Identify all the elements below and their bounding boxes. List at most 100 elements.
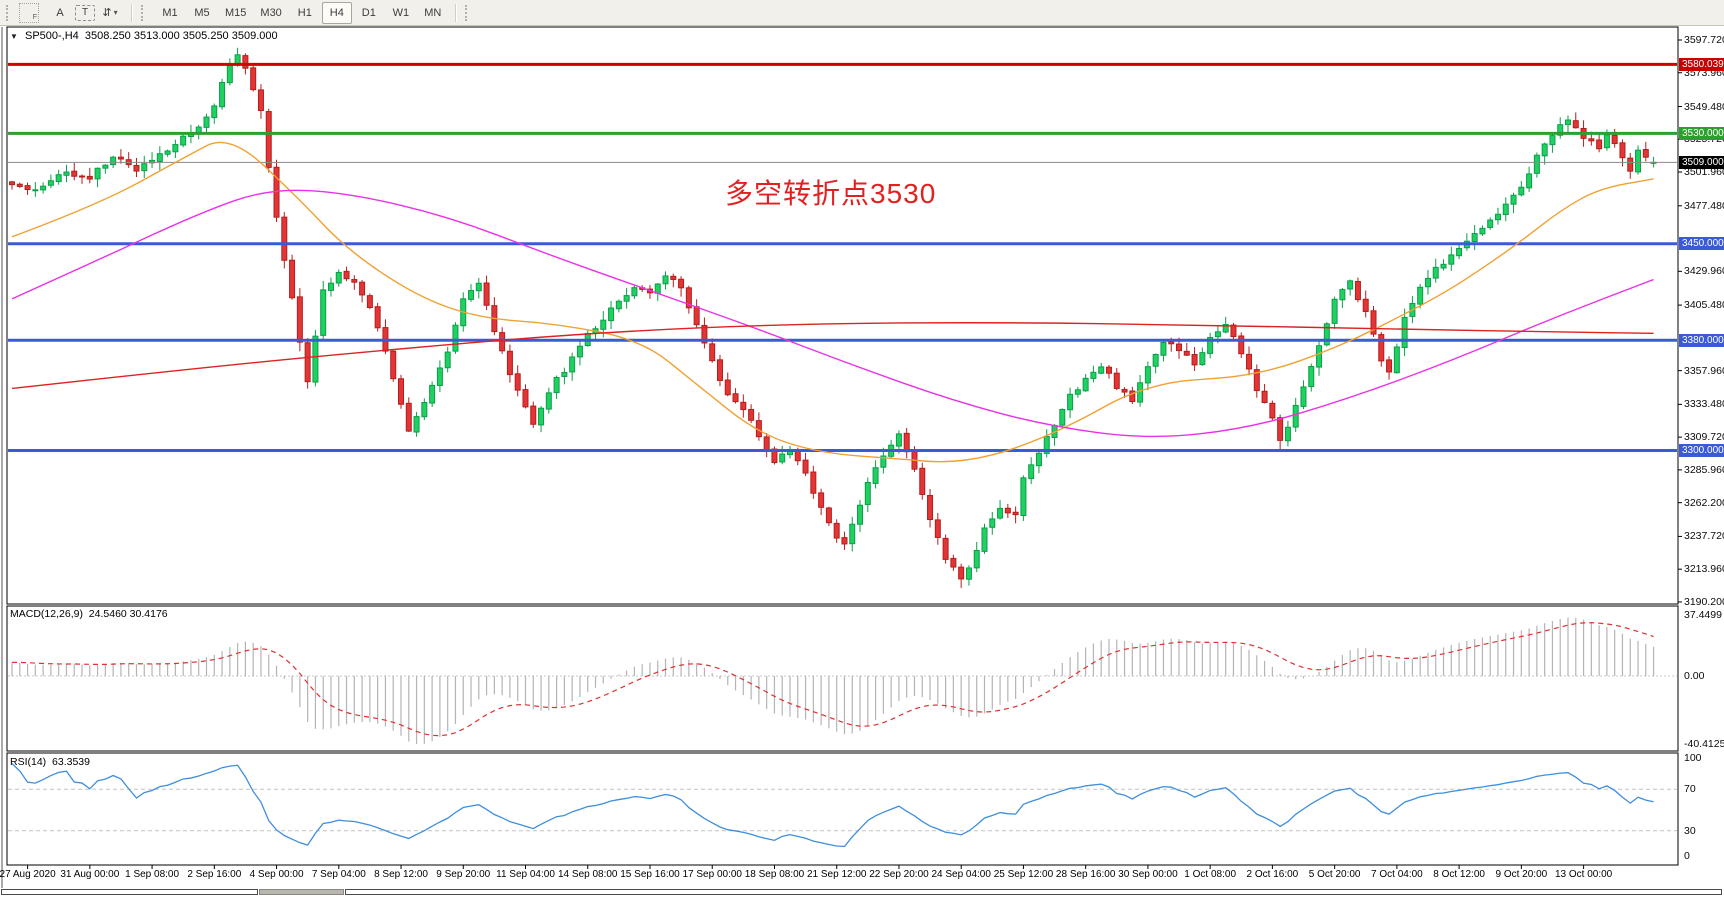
price-tick-label: 3405.480: [1684, 299, 1724, 312]
timeframe-button-M1[interactable]: M1: [162, 6, 178, 19]
macd-pane-label: MACD(12,26,9) 24.5460 30.4176: [10, 608, 168, 620]
dotted-grid-icon[interactable]: F: [19, 2, 39, 23]
macd-signal-line: [11, 622, 1654, 737]
timeframe-button-M30[interactable]: M30: [260, 6, 282, 19]
macd-axis-label: 0.00: [1684, 670, 1705, 682]
macd-axis-label: -40.4125: [1684, 738, 1724, 750]
time-label: 14 Sep 08:00: [558, 869, 618, 880]
time-label: 11 Sep 04:00: [496, 869, 555, 880]
time-label: 13 Oct 00:00: [1554, 869, 1613, 880]
arrows-tool-button[interactable]: ⇵ ▾: [95, 2, 125, 24]
timeframe-button-D1[interactable]: D1: [361, 6, 376, 19]
price-tick-label: 3333.480: [1684, 398, 1724, 411]
time-label: 9 Oct 20:00: [1495, 869, 1548, 880]
chart-collapse-icon[interactable]: ▼: [10, 32, 18, 41]
main-pane-border: [6, 26, 1679, 605]
rsi-axis-label: 0: [1684, 850, 1690, 862]
time-label: 15 Sep 16:00: [620, 869, 680, 880]
rsi-axis-label: 30: [1684, 825, 1696, 837]
time-label: 1 Oct 08:00: [1184, 869, 1237, 880]
macd-indicator-name: MACD(12,26,9): [10, 608, 83, 620]
toolbar: F A T ⇵ ▾ M1 M5 M15 M30 H1 H4 D1 W1 MN: [0, 0, 1724, 26]
price-badge-3580.039: 3580.039: [1679, 57, 1724, 71]
toolbar-grip[interactable]: [6, 4, 14, 21]
price-tick-label: 3190.200: [1684, 595, 1724, 608]
time-label: 7 Sep 04:00: [311, 869, 366, 880]
price-tick-label: 3213.960: [1684, 563, 1724, 576]
rsi-axis-label: 100: [1684, 752, 1702, 764]
time-label: 8 Sep 12:00: [374, 869, 428, 880]
timeframe-buttons: M1 M5 M15 M30 H1 H4 D1 W1 MN: [154, 1, 449, 24]
chart-title: ▼ SP500-,H4 3508.250 3513.000 3505.250 3…: [10, 30, 278, 42]
time-label: 7 Oct 04:00: [1371, 869, 1423, 880]
time-label: 24 Sep 04:00: [931, 869, 991, 880]
time-label: 4 Sep 00:00: [249, 869, 304, 880]
price-tick-label: 3597.720: [1684, 34, 1724, 46]
price-tick-label: 3237.720: [1684, 530, 1724, 543]
time-label: 25 Sep 12:00: [993, 869, 1054, 880]
price-badge-3300.000: 3300.000: [1679, 444, 1724, 458]
timeframe-button-MN[interactable]: MN: [424, 6, 442, 19]
price-tick-label: 3429.960: [1684, 265, 1724, 278]
ma-fast-orange: [11, 141, 1654, 463]
time-label: 31 Aug 00:00: [60, 869, 120, 880]
rsi-pane-border: [6, 752, 1679, 866]
timeframe-button-M15[interactable]: M15: [225, 6, 247, 19]
rsi-indicator-value: 63.3539: [52, 756, 90, 768]
time-label: 8 Oct 12:00: [1433, 869, 1485, 880]
scrollbar-track-right[interactable]: [345, 889, 1722, 895]
time-label: 1 Sep 08:00: [125, 869, 180, 880]
price-tick-label: 3549.480: [1684, 100, 1724, 113]
time-label: 17 Sep 00:00: [682, 869, 742, 880]
macd-axis-label: 37.4499: [1684, 609, 1722, 621]
rsi-pane-label: RSI(14) 63.3539: [10, 756, 90, 768]
chevron-down-icon[interactable]: ▾: [113, 8, 118, 17]
timeframe-button-W1[interactable]: W1: [392, 6, 410, 19]
time-label: 28 Sep 16:00: [1055, 869, 1116, 880]
candlesticks: [9, 47, 1657, 588]
font-tool-button[interactable]: A: [56, 6, 64, 19]
price-tick-label: 3477.480: [1684, 199, 1724, 212]
toolbar-grip[interactable]: [141, 4, 149, 21]
price-badge-3530.000: 3530.000: [1679, 126, 1724, 140]
scrollbar-thumb[interactable]: [259, 889, 344, 895]
toolbar-separator: [454, 3, 457, 22]
timeframe-button-H4[interactable]: H4: [321, 1, 352, 24]
time-label: 21 Sep 12:00: [806, 869, 867, 880]
time-label: 9 Sep 20:00: [436, 869, 491, 880]
price-badge-3380.000: 3380.000: [1679, 333, 1724, 347]
ma-mid-magenta: [11, 189, 1654, 438]
time-label: 2 Sep 16:00: [187, 869, 242, 880]
ma-slow-red: [11, 322, 1654, 390]
time-label: 18 Sep 08:00: [744, 869, 805, 880]
rsi-line: [11, 763, 1654, 848]
macd-histogram: [11, 617, 1655, 744]
price-badge-3450.000: 3450.000: [1679, 237, 1724, 251]
price-tick-label: 3357.960: [1684, 364, 1724, 377]
time-label: 30 Sep 00:00: [1118, 869, 1178, 880]
price-tick-label: 3285.960: [1684, 463, 1724, 476]
text-label-tool-button[interactable]: T: [75, 4, 95, 21]
toolbar-separator: [131, 3, 133, 22]
price-tick-label: 3262.200: [1684, 496, 1724, 509]
scrollbar-track-left[interactable]: [1, 889, 258, 895]
macd-pane-border: [6, 605, 1679, 752]
arrows-icon: ⇵: [102, 7, 112, 19]
price-tick-label: 3501.960: [1684, 166, 1724, 179]
price-tick-label: 3309.720: [1684, 431, 1724, 444]
toolbar-grip[interactable]: [464, 4, 473, 21]
macd-indicator-values: 24.5460 30.4176: [88, 608, 168, 620]
symbol-timeframe-label: SP500-,H4: [24, 30, 79, 42]
timeframe-button-H1[interactable]: H1: [297, 6, 312, 19]
time-label: 22 Sep 20:00: [869, 869, 929, 880]
price-badge-3509.000: 3509.000: [1679, 155, 1724, 169]
chart-annotation-text[interactable]: 多空转折点3530: [725, 178, 937, 209]
rsi-axis-label: 70: [1684, 783, 1696, 795]
time-label: 27 Aug 2020: [0, 869, 56, 880]
timeframe-button-M5[interactable]: M5: [194, 6, 210, 19]
ohlc-values-label: 3508.250 3513.000 3505.250 3509.000: [84, 30, 278, 42]
time-label: 5 Oct 20:00: [1308, 869, 1361, 880]
time-label: 2 Oct 16:00: [1246, 869, 1299, 880]
